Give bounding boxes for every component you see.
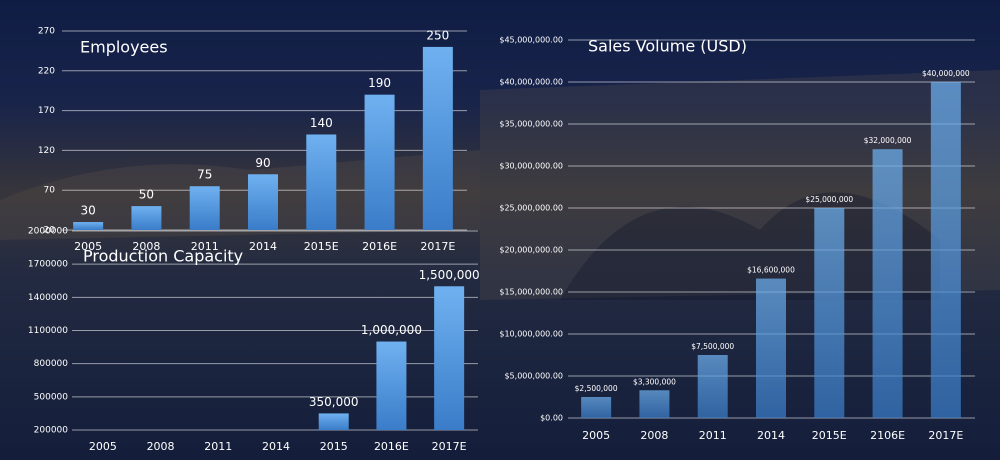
bar bbox=[73, 222, 104, 230]
chart-title: Production Capacity bbox=[83, 247, 243, 266]
x-tick-label: 2014 bbox=[757, 429, 785, 442]
x-tick-label: 2005 bbox=[582, 429, 610, 442]
data-label: $32,000,000 bbox=[864, 136, 912, 145]
x-tick-label: 2008 bbox=[132, 240, 160, 253]
x-tick-label: 2011 bbox=[191, 240, 219, 253]
y-tick-label: 500000 bbox=[34, 392, 69, 402]
bar bbox=[306, 134, 337, 230]
bar bbox=[639, 390, 670, 418]
data-label: $2,500,000 bbox=[575, 384, 618, 393]
bridge-arches bbox=[560, 192, 940, 300]
bar bbox=[318, 413, 349, 430]
data-label: 75 bbox=[197, 168, 212, 182]
bar bbox=[131, 206, 162, 230]
x-tick-label: 2011 bbox=[204, 440, 232, 453]
y-tick-label: 170 bbox=[38, 106, 55, 116]
data-label: 1,000,000 bbox=[361, 323, 422, 337]
data-label: $16,600,000 bbox=[747, 266, 795, 275]
y-tick-label: 1700000 bbox=[28, 260, 68, 270]
x-tick-label: 2015 bbox=[320, 440, 348, 453]
x-tick-label: 2016E bbox=[362, 240, 397, 253]
data-label: 30 bbox=[81, 204, 96, 218]
bar bbox=[189, 186, 220, 230]
chart-title: Sales Volume (USD) bbox=[588, 37, 747, 56]
x-tick-label: 2016E bbox=[374, 440, 409, 453]
x-tick-label: 2008 bbox=[147, 440, 175, 453]
x-tick-label: 2015E bbox=[812, 429, 847, 442]
y-tick-label: 2000000 bbox=[28, 227, 68, 237]
y-tick-label: 1400000 bbox=[28, 293, 68, 303]
bar bbox=[434, 286, 465, 430]
data-label: 190 bbox=[368, 76, 391, 90]
bar bbox=[364, 94, 395, 231]
x-tick-label: 2005 bbox=[74, 240, 102, 253]
x-tick-label: 2017E bbox=[928, 429, 963, 442]
bar bbox=[581, 397, 612, 418]
bar bbox=[756, 278, 786, 418]
data-label: 140 bbox=[310, 116, 333, 130]
y-tick-label: 120 bbox=[38, 146, 55, 156]
y-tick-label: $40,000,000.00 bbox=[499, 78, 563, 87]
bar bbox=[248, 174, 278, 230]
y-tick-label: 220 bbox=[38, 66, 55, 76]
y-tick-label: 270 bbox=[38, 27, 55, 37]
y-tick-label: 200000 bbox=[34, 426, 69, 436]
bar bbox=[376, 341, 407, 430]
y-tick-label: 1100000 bbox=[28, 326, 68, 336]
bridge-shape bbox=[480, 70, 1000, 300]
x-tick-label: 2015E bbox=[304, 240, 339, 253]
x-tick-label: 2017E bbox=[432, 440, 467, 453]
x-tick-label: 2106E bbox=[870, 429, 905, 442]
x-tick-label: 2017E bbox=[420, 240, 455, 253]
bar bbox=[872, 149, 903, 418]
y-tick-label: $45,000,000.00 bbox=[499, 36, 563, 45]
y-tick-label: $5,000,000.00 bbox=[504, 372, 563, 381]
y-tick-label: $20,000,000.00 bbox=[499, 246, 563, 255]
x-tick-label: 2008 bbox=[640, 429, 668, 442]
bridge-shape bbox=[0, 150, 480, 240]
y-tick-label: 800000 bbox=[34, 359, 69, 369]
bar bbox=[930, 82, 961, 418]
data-label: $40,000,000 bbox=[922, 69, 970, 78]
y-tick-label: 70 bbox=[44, 186, 56, 196]
data-label: $7,500,000 bbox=[691, 342, 734, 351]
bar bbox=[422, 46, 453, 230]
y-tick-label: $15,000,000.00 bbox=[499, 288, 563, 297]
data-label: 250 bbox=[426, 28, 449, 42]
data-label: $25,000,000 bbox=[805, 195, 853, 204]
y-tick-label: $10,000,000.00 bbox=[499, 330, 563, 339]
y-tick-label: $25,000,000.00 bbox=[499, 204, 563, 213]
y-tick-label: 20 bbox=[44, 226, 56, 236]
y-tick-label: $30,000,000.00 bbox=[499, 162, 563, 171]
data-label: 50 bbox=[139, 188, 154, 202]
x-tick-label: 2014 bbox=[262, 440, 290, 453]
data-label: 350,000 bbox=[309, 395, 359, 409]
bar bbox=[697, 355, 728, 418]
chart-title: Employees bbox=[80, 38, 168, 57]
bar bbox=[814, 208, 845, 418]
data-label: 1,500,000 bbox=[419, 268, 480, 282]
x-tick-label: 2005 bbox=[89, 440, 117, 453]
x-tick-label: 2011 bbox=[699, 429, 727, 442]
y-tick-label: $35,000,000.00 bbox=[499, 120, 563, 129]
data-label: $3,300,000 bbox=[633, 377, 676, 386]
x-tick-label: 2014 bbox=[249, 240, 277, 253]
data-label: 90 bbox=[255, 156, 270, 170]
y-tick-label: $0.00 bbox=[540, 414, 563, 423]
